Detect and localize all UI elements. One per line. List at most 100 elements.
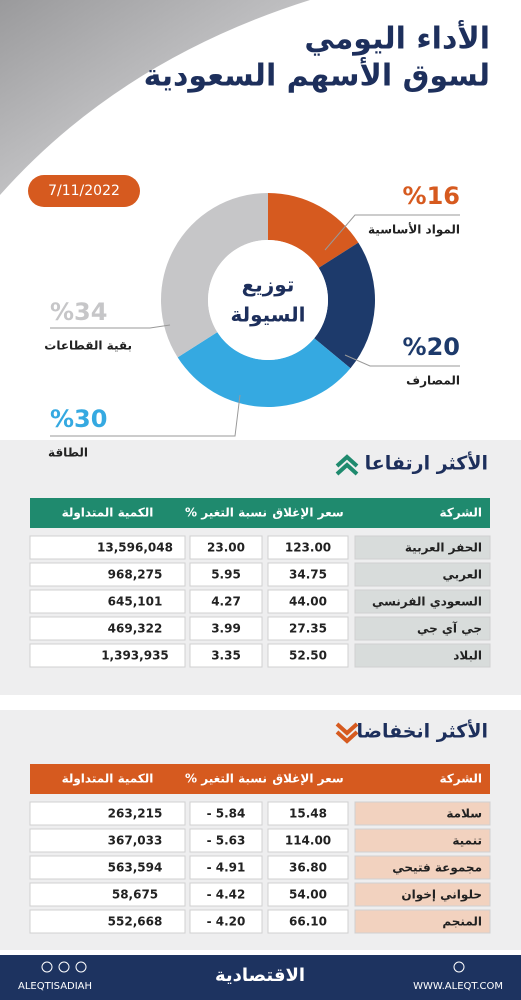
leader-line	[50, 324, 171, 329]
section-title: الأكثر انخفاضا	[356, 720, 488, 743]
cell-text: 34.75	[289, 568, 327, 582]
cell	[29, 801, 186, 826]
cell	[189, 882, 263, 907]
cell-text: 3.35	[211, 649, 241, 663]
cell	[189, 589, 263, 614]
cell	[267, 562, 349, 587]
cell-text: 263,215	[108, 807, 163, 821]
cell-text: 54.00	[289, 888, 327, 902]
cell-text: 367,033	[108, 834, 163, 848]
column-header: سعر الإغلاق	[272, 772, 343, 786]
title: لسوق الأسهم السعودية	[144, 57, 490, 94]
website: WWW.ALEQT.COM	[413, 981, 503, 992]
cell	[29, 616, 186, 641]
icon	[58, 961, 70, 973]
cell	[29, 828, 186, 853]
cell	[267, 589, 349, 614]
cell-text: العربي	[442, 568, 482, 582]
cell	[354, 909, 491, 934]
center-label: السيولة	[230, 303, 305, 327]
cell-text: 15.48	[289, 807, 327, 821]
leader-line	[344, 354, 460, 367]
cell	[267, 882, 349, 907]
column-header: الشركة	[439, 772, 482, 786]
cell-text: 645,101	[108, 595, 163, 609]
cell-text: 58,675	[112, 888, 158, 902]
category-label: المصارف	[406, 374, 460, 388]
cell	[29, 535, 186, 560]
cell	[189, 535, 263, 560]
cell-text: السعودي الفرنسي	[372, 595, 482, 610]
center-label: توزيع	[242, 273, 295, 297]
value-label: %16	[403, 182, 460, 210]
cell	[267, 643, 349, 668]
cell	[29, 855, 186, 880]
cell	[267, 801, 349, 826]
title: الأداء اليومي	[304, 20, 490, 57]
donut-segment	[268, 193, 359, 268]
footer	[0, 955, 521, 1000]
icon	[75, 961, 87, 973]
category-label: بقية القطاعات	[44, 339, 132, 353]
column-header: سعر الإغلاق	[272, 506, 343, 520]
decor	[0, 0, 310, 195]
cell	[29, 562, 186, 587]
category-label: الطاقة	[48, 446, 88, 460]
column-header: نسبة التغير %	[185, 772, 267, 786]
leader-line	[50, 394, 241, 437]
cell-text: 1,393,935	[101, 649, 169, 663]
cell-text: - 5.63	[207, 834, 246, 848]
cell	[354, 801, 491, 826]
cell	[354, 535, 491, 560]
cell	[354, 855, 491, 880]
cell-text: 552,668	[108, 915, 163, 929]
cell	[267, 535, 349, 560]
cell-text: سلامة	[446, 807, 482, 821]
cell	[29, 882, 186, 907]
cell	[189, 616, 263, 641]
cell	[29, 643, 186, 668]
cell	[354, 616, 491, 641]
brand: الاقتصادية	[215, 965, 305, 986]
cell-text: جي آي جي	[417, 621, 482, 636]
icon	[453, 961, 465, 973]
cell-text: 23.00	[207, 541, 245, 555]
cell-text: 66.10	[289, 915, 327, 929]
cell-text: المنجم	[442, 915, 482, 929]
cell-text: 3.99	[211, 622, 241, 636]
cell-text: 13,596,048	[97, 541, 173, 555]
donut-segment	[177, 332, 351, 407]
cell-text: 4.27	[211, 595, 241, 609]
cell	[354, 562, 491, 587]
cell	[189, 801, 263, 826]
cell-text: 27.35	[289, 622, 327, 636]
leader-line	[324, 214, 460, 251]
cell-text: 5.95	[211, 568, 241, 582]
icon	[41, 961, 53, 973]
cell-text: تنمية	[452, 834, 482, 848]
value-label: %34	[50, 298, 107, 326]
cell	[189, 855, 263, 880]
cell-text: 469,322	[108, 622, 163, 636]
handle: ALEQTISADIAH	[18, 981, 92, 992]
up-icon	[335, 454, 359, 476]
cell	[267, 616, 349, 641]
donut-segment	[314, 242, 375, 369]
cell-text: 563,594	[108, 861, 163, 875]
table-header	[30, 764, 490, 794]
column-header: نسبة التغير %	[185, 506, 267, 520]
cell	[354, 589, 491, 614]
cell	[29, 909, 186, 934]
cell-text: 36.80	[289, 861, 327, 875]
section-title: الأكثر ارتفاعا	[365, 452, 488, 475]
cell-text: الحفر العربية	[405, 541, 482, 555]
cell-text: 123.00	[285, 541, 331, 555]
cell	[354, 643, 491, 668]
cell	[189, 909, 263, 934]
category-label: المواد الأساسية	[368, 222, 460, 238]
cell	[354, 828, 491, 853]
donut-segment	[160, 193, 268, 358]
column-header: الكمية المتداولة	[62, 772, 154, 787]
cell	[267, 855, 349, 880]
